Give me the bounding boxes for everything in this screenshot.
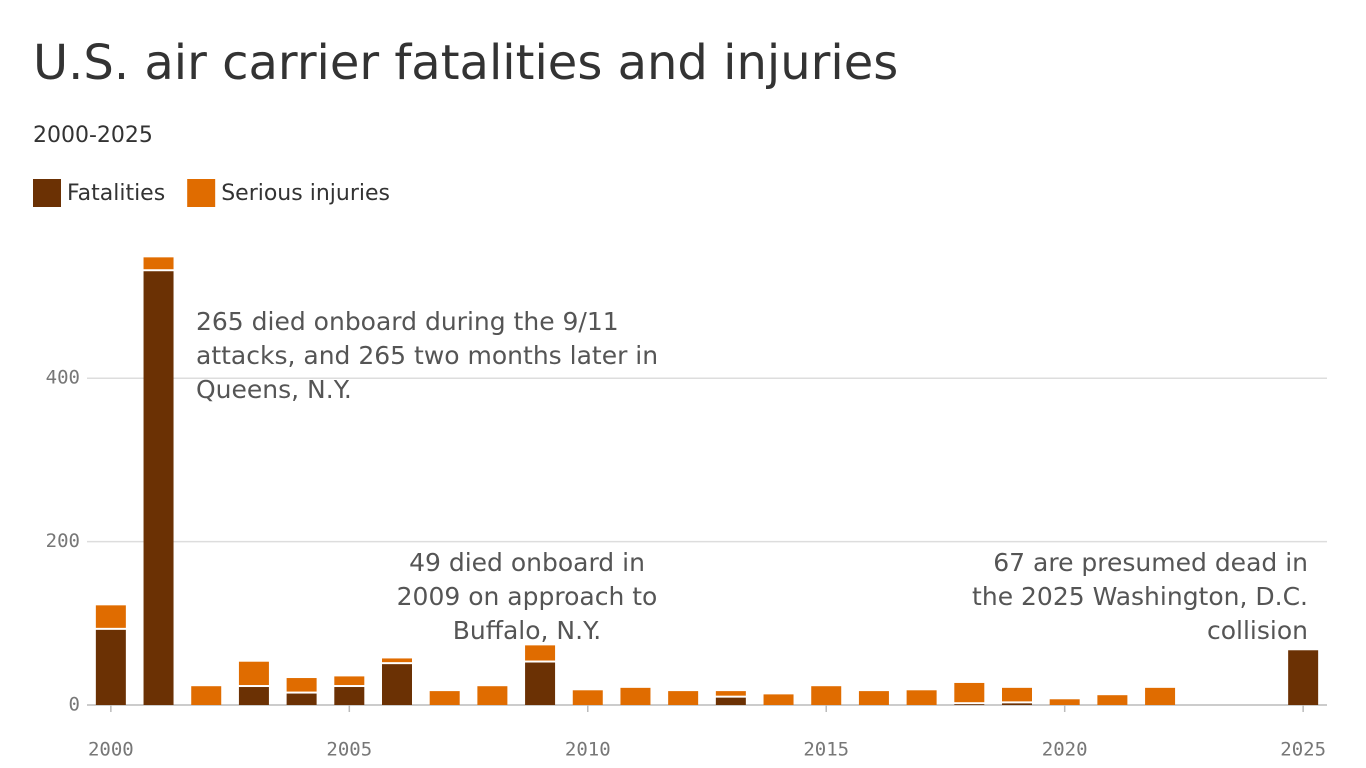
annotation: 67 are presumed dead in xyxy=(993,548,1308,577)
bar-segment xyxy=(95,629,126,705)
bar-segment xyxy=(954,704,985,705)
bar-segment xyxy=(620,687,651,705)
x-tick-label: 2010 xyxy=(565,739,611,761)
y-tick-label: 200 xyxy=(46,530,80,552)
bar-segment xyxy=(334,676,365,686)
bar-segment xyxy=(954,682,985,703)
annotation: 49 died onboard in xyxy=(409,548,645,577)
bar-segment xyxy=(1288,650,1319,705)
x-tick-label: 2020 xyxy=(1042,739,1088,761)
x-tick-label: 2025 xyxy=(1280,739,1326,761)
bar-segment xyxy=(572,690,603,705)
annotation: collision xyxy=(1207,616,1308,645)
bar-segment xyxy=(238,661,269,686)
bar-segment xyxy=(1002,703,1032,705)
bar-segment xyxy=(477,686,508,705)
legend-swatch xyxy=(33,179,61,207)
legend-label: Fatalities xyxy=(67,181,165,206)
bar-segment xyxy=(763,694,794,705)
x-tick-label: 2005 xyxy=(326,739,372,761)
annotation: 2009 on approach to xyxy=(397,582,658,611)
bar-segment xyxy=(525,645,556,661)
legend-swatch xyxy=(187,179,216,207)
y-tick-label: 0 xyxy=(69,694,80,716)
x-tick-label: 2015 xyxy=(803,739,849,761)
bar-segment xyxy=(858,691,889,705)
bar-segment xyxy=(1097,695,1128,705)
bar-segment xyxy=(429,691,460,705)
x-tick-label: 2000 xyxy=(88,739,134,761)
annotation: the 2025 Washington, D.C. xyxy=(972,582,1308,611)
annotation: attacks, and 265 two months later in xyxy=(196,341,658,370)
bar-segment xyxy=(715,691,746,696)
bar-segment xyxy=(1145,687,1176,705)
bar-segment xyxy=(715,697,746,705)
bar-segment xyxy=(334,687,365,705)
bar-segment xyxy=(382,664,412,705)
bar-segment xyxy=(811,686,842,705)
bar-segment xyxy=(191,686,222,705)
bar-segment xyxy=(286,693,317,705)
bar-segment xyxy=(143,271,174,705)
annotation: Buffalo, N.Y. xyxy=(453,616,601,645)
bar-segment xyxy=(143,257,174,270)
bar-segment xyxy=(238,687,269,705)
bar-segment xyxy=(525,662,556,705)
chart-title: U.S. air carrier fatalities and injuries xyxy=(33,35,898,91)
bar-segment xyxy=(668,691,699,705)
y-tick-label: 400 xyxy=(46,367,80,389)
annotation: 265 died onboard during the 9/11 xyxy=(196,307,619,336)
bar-segment xyxy=(95,605,126,628)
bar-segment xyxy=(286,678,317,692)
annotation: Queens, N.Y. xyxy=(196,375,352,404)
bar-segment xyxy=(1049,699,1080,705)
legend-label: Serious injuries xyxy=(221,181,390,206)
bar-segment xyxy=(382,658,412,663)
chart-subtitle: 2000-2025 xyxy=(33,123,153,148)
bar-segment xyxy=(906,690,937,705)
bar-segment xyxy=(1002,687,1032,702)
